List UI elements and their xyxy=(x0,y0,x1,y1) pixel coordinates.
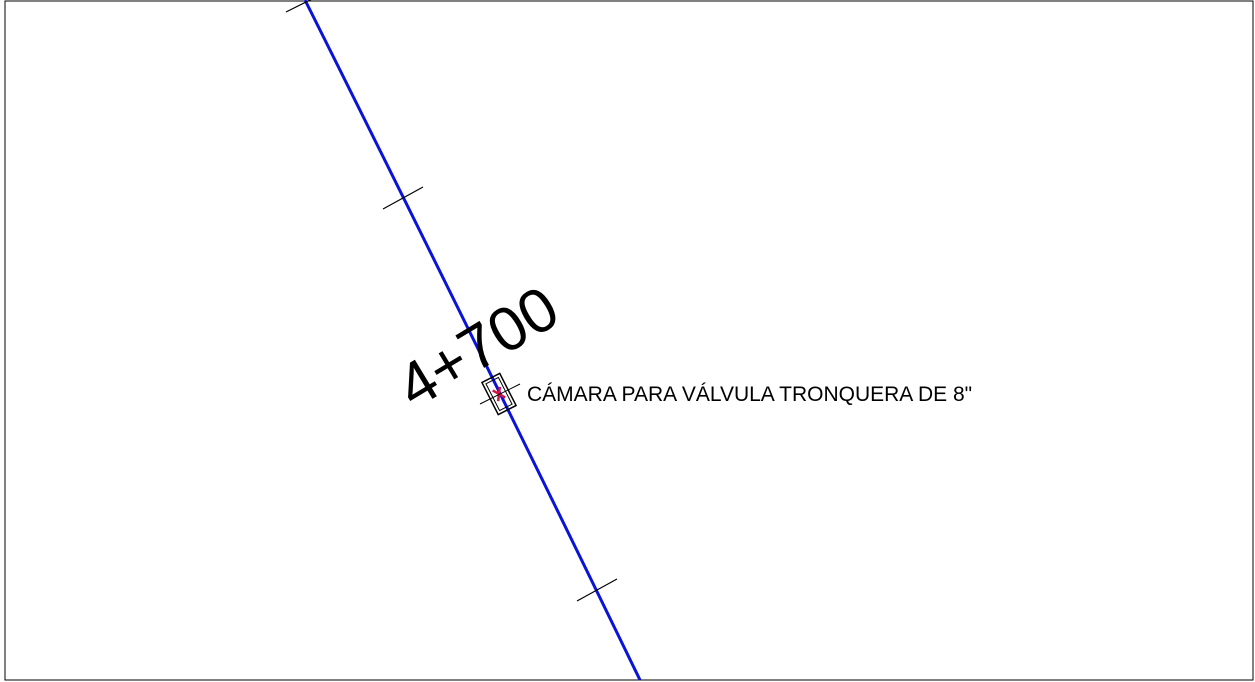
station-tick xyxy=(382,186,424,210)
pipeline xyxy=(303,0,642,681)
station-tick xyxy=(576,578,618,602)
station-tick xyxy=(285,0,312,13)
annotation: CÁMARA PARA VÁLVULA TRONQUERA DE 8" xyxy=(527,383,972,406)
viewport-border xyxy=(4,0,1254,681)
station-tick xyxy=(479,383,521,405)
